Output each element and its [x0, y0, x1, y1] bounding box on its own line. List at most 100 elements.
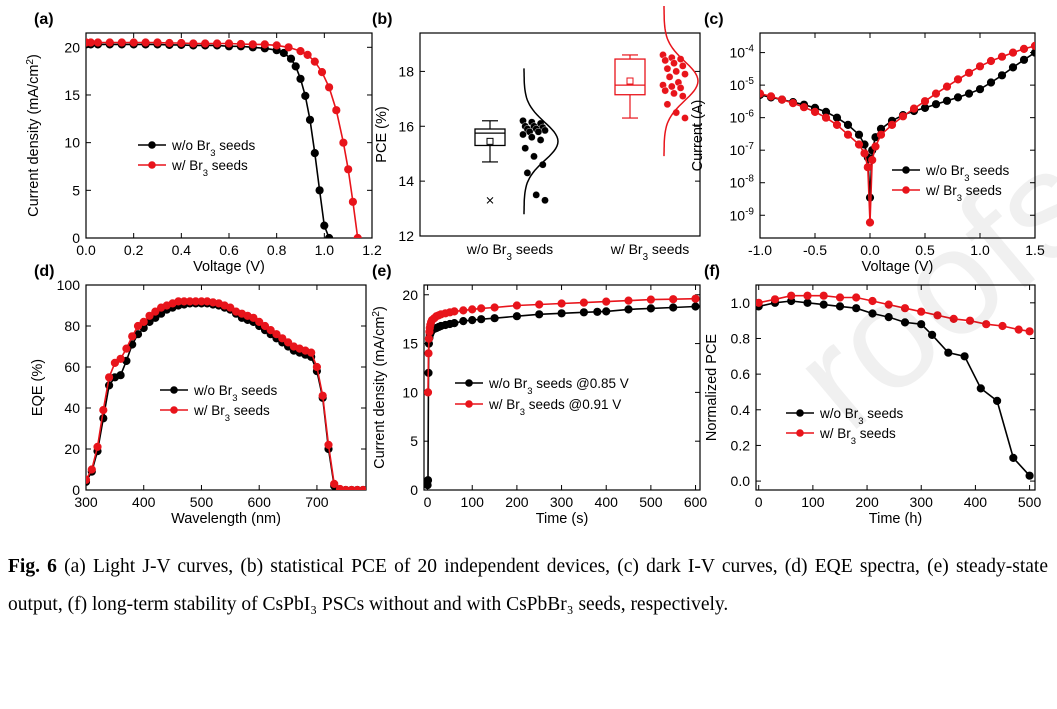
panel-a-ytick-label: 10: [64, 135, 80, 151]
panel-e-series-0-point: [624, 305, 633, 314]
panel-c-series-1-point: [860, 149, 869, 158]
panel-c-series-0-point: [1008, 63, 1018, 72]
panel-f-ytick-label: 0.4: [731, 402, 751, 418]
panel-d-ytick-label: 20: [64, 441, 80, 457]
panel-a-series-1-point: [344, 165, 353, 174]
panel-a-series-1-point: [272, 41, 281, 50]
panel-b-distribution-curve: [663, 6, 699, 157]
panel-a-series-1-point: [236, 39, 245, 49]
panel-e-series-1-point: [602, 297, 611, 306]
panel-d-series-1-point: [145, 311, 154, 320]
panel-c-xtick-label: -1.0: [748, 242, 772, 258]
panel-d-series-1-point: [133, 321, 143, 331]
panel-a-series-1-point: [348, 197, 358, 206]
panel-e-series-1-point: [459, 306, 468, 315]
panel-f-series-0-point: [992, 396, 1002, 406]
panel-c-series-1-point: [799, 103, 809, 112]
panel-a-xlabel: Voltage (V): [193, 259, 265, 275]
panel-e-series-1-point: [535, 300, 544, 309]
panel-c-series-0-point: [964, 89, 974, 98]
panel-f-ylabel: Normalized PCE: [704, 334, 720, 441]
panel-b-point: [521, 144, 530, 152]
panel-e-ytick-label: 5: [410, 433, 418, 449]
panel-f-series-1-point: [998, 321, 1007, 331]
panel-d-series-1-point: [110, 358, 119, 368]
panel-b-point: [528, 133, 536, 141]
panel-c-series-1-point: [931, 89, 941, 98]
panel-a-legend-marker: [148, 161, 156, 169]
panel-a-series-1-point: [248, 40, 257, 49]
panel-c-series-1-point: [810, 107, 820, 116]
panel-e-series-0-point: [535, 310, 544, 319]
panel-f-series-1-point: [803, 291, 812, 300]
panel-e-series-0-point: [602, 307, 611, 316]
panel-e-series-0-point: [490, 314, 499, 323]
panel-d: (d) 300 400 500 600 700 0 20 40 60 80 100 Wavelength…: [30, 263, 367, 527]
panel-d-xtick-label: 300: [74, 494, 98, 510]
panel-e: (e) 0 100 200 300 400 500 600 0 5 10 15 20 Time (s) Cu…: [371, 263, 708, 527]
panel-b-outlier: [486, 196, 494, 204]
panel-f-series-1-point: [982, 320, 991, 329]
panel-d-series-1-point: [116, 354, 125, 363]
panel-f-series-1-point: [900, 304, 910, 313]
panel-c-legend-label: w/o Br3​ seeds: [925, 163, 1010, 184]
panel-a-series-1-point: [332, 106, 341, 115]
panel-f-xtick-label: 100: [801, 494, 825, 510]
panel-a-series-0-point: [320, 221, 329, 230]
panel-a-xtick-label: 0.0: [76, 242, 96, 258]
panel-d-series-1-point: [318, 391, 327, 400]
panel-a-legend-label: w/ Br3​ seeds: [171, 158, 248, 179]
panel-b-point: [665, 73, 674, 81]
panel-c-frame: [759, 32, 1036, 239]
panel-a-legend-marker: [148, 141, 156, 149]
panel-d-ytick-label: 100: [57, 277, 81, 293]
panel-c-series-1-point: [854, 140, 864, 149]
panel-c-ytick-label: 10-5: [730, 76, 755, 93]
panel-f-series-0-point: [900, 318, 910, 327]
panel-f-xtick-label: 200: [855, 494, 879, 510]
panel-f-frame: [755, 284, 1036, 491]
panel-a-xtick-label: 0.8: [267, 242, 287, 258]
panel-c-ytick-label: 10-8: [730, 174, 755, 191]
panel-a-xtick-label: 0.2: [124, 242, 144, 258]
panel-f-series-1-point: [933, 311, 942, 320]
panel-b-category-label: w/ Br3​ seeds: [610, 241, 690, 263]
panel-c-series-1-point: [1008, 48, 1018, 57]
panel-a-series-1-point: [117, 38, 126, 47]
panel-c-legend-marker: [902, 186, 910, 194]
panel-c-series-1-point: [760, 89, 765, 98]
panel-e-series-0-point: [512, 312, 522, 321]
panel-d-series-1-point: [151, 307, 160, 316]
panel-a-legend-label: w/o Br3​ seeds: [171, 138, 256, 159]
panel-b-point: [541, 196, 549, 205]
panel-c-ylabel: Current (A): [690, 100, 706, 172]
panel-d-series-1-point: [226, 303, 235, 312]
panel-c-series-1-point: [964, 68, 974, 77]
panel-e-xtick-label: 200: [505, 494, 529, 510]
panel-f-series-0-point: [835, 302, 845, 311]
panel-e-xtick-label: 600: [684, 494, 708, 510]
panel-e-series-0-point: [468, 316, 477, 325]
panel-b-point: [523, 169, 532, 177]
panel-d-series-1-point: [324, 440, 333, 450]
panel-d-ytick-label: 60: [64, 359, 80, 375]
panel-a-series-1-point: [317, 67, 327, 77]
panel-b-frame: [419, 32, 701, 237]
panel-d-series-1-point: [260, 321, 270, 331]
panel-d-series-1-point: [359, 485, 366, 490]
panel-d-plot-area: [86, 297, 366, 490]
panel-c-xtick-label: 0.0: [860, 242, 880, 258]
panel-b-point: [663, 64, 672, 73]
panel-d-xtick-label: 600: [248, 494, 272, 510]
panel-b-point: [681, 114, 689, 122]
panel-b-point: [530, 152, 538, 161]
panel-a-series-0-point: [325, 233, 334, 238]
panel-e-series-0-point: [450, 319, 459, 328]
panel-e-legend-label: w/o Br3​ seeds @0.85 V: [488, 376, 629, 397]
panel-c-series-1-point: [766, 92, 776, 101]
panel-e-series-1-point: [450, 307, 459, 316]
panel-d-legend-label: w/o Br3​ seeds: [193, 383, 278, 404]
panel-b-ytick-label: 12: [398, 228, 414, 244]
panel-b-point: [670, 89, 678, 98]
panel-a-series-1-point: [296, 46, 305, 56]
